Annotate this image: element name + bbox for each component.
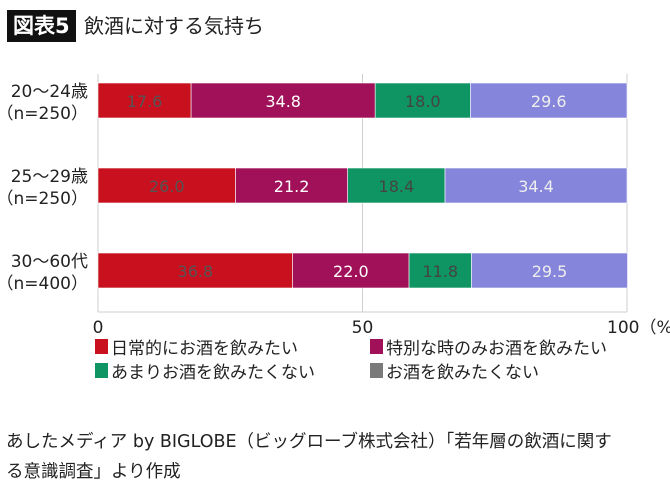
- category-sample-size: （n=400）: [0, 274, 88, 294]
- legend-swatch: [95, 363, 108, 378]
- source-note-line-1: あしたメディア by BIGLOBE（ビッグローブ株式会社）「若年層の飲酒に関す: [6, 432, 612, 452]
- bar-segment: [471, 252, 628, 289]
- bar-segment: [97, 82, 192, 119]
- legend-item-1: 特別な時のみお酒を飲みたい: [370, 334, 607, 359]
- bar-segment: [97, 167, 236, 204]
- legend-swatch: [95, 339, 108, 354]
- data-label: 18.0: [405, 92, 441, 111]
- data-label: 34.8: [265, 92, 301, 111]
- x-tick-label: 50: [352, 318, 374, 338]
- legend-swatch: [370, 339, 383, 354]
- category-label: 25〜29歳: [11, 167, 88, 187]
- chart-title: 飲酒に対する気持ち: [84, 14, 264, 38]
- source-note-line-2: る意識調査」より作成: [6, 462, 181, 482]
- data-label: 11.8: [422, 262, 458, 281]
- legend-label: 日常的にお酒を飲みたい: [111, 339, 298, 359]
- bar-segment: [408, 252, 472, 289]
- data-label: 36.8: [178, 262, 214, 281]
- legend-label: お酒を飲みたくない: [386, 363, 539, 383]
- data-label: 29.6: [531, 92, 567, 111]
- bar-segment: [235, 167, 348, 204]
- bar-segment: [374, 82, 471, 119]
- data-label: 18.4: [379, 177, 415, 196]
- bar-segment: [444, 167, 628, 204]
- data-label: 29.5: [532, 262, 568, 281]
- x-tick-label: 0: [93, 318, 104, 338]
- data-label: 26.0: [149, 177, 185, 196]
- x-tick-label: 100（%）: [607, 318, 670, 338]
- stacked-bar-plot: 050100（%）20〜24歳（n=250）17.634.818.029.625…: [0, 74, 670, 338]
- legend-swatch: [370, 363, 383, 378]
- category-sample-size: （n=250）: [0, 104, 88, 124]
- data-label: 34.4: [518, 177, 554, 196]
- bar-segment: [347, 167, 446, 204]
- figure-number-badge: 図表5: [7, 10, 76, 42]
- bar-segment: [97, 252, 293, 289]
- bar-segment: [470, 82, 628, 119]
- data-label: 22.0: [333, 262, 369, 281]
- legend-item-3: お酒を飲みたくない: [370, 358, 539, 383]
- legend-item-2: あまりお酒を飲みたくない: [95, 358, 315, 383]
- legend-item-0: 日常的にお酒を飲みたい: [95, 334, 298, 359]
- category-label: 30〜60代: [11, 252, 88, 272]
- legend-label: あまりお酒を飲みたくない: [111, 363, 315, 383]
- category-label: 20〜24歳: [11, 82, 88, 102]
- legend-label: 特別な時のみお酒を飲みたい: [386, 339, 607, 359]
- data-label: 17.6: [127, 92, 163, 111]
- bar-segment: [292, 252, 410, 289]
- data-label: 21.2: [274, 177, 310, 196]
- category-sample-size: （n=250）: [0, 189, 88, 209]
